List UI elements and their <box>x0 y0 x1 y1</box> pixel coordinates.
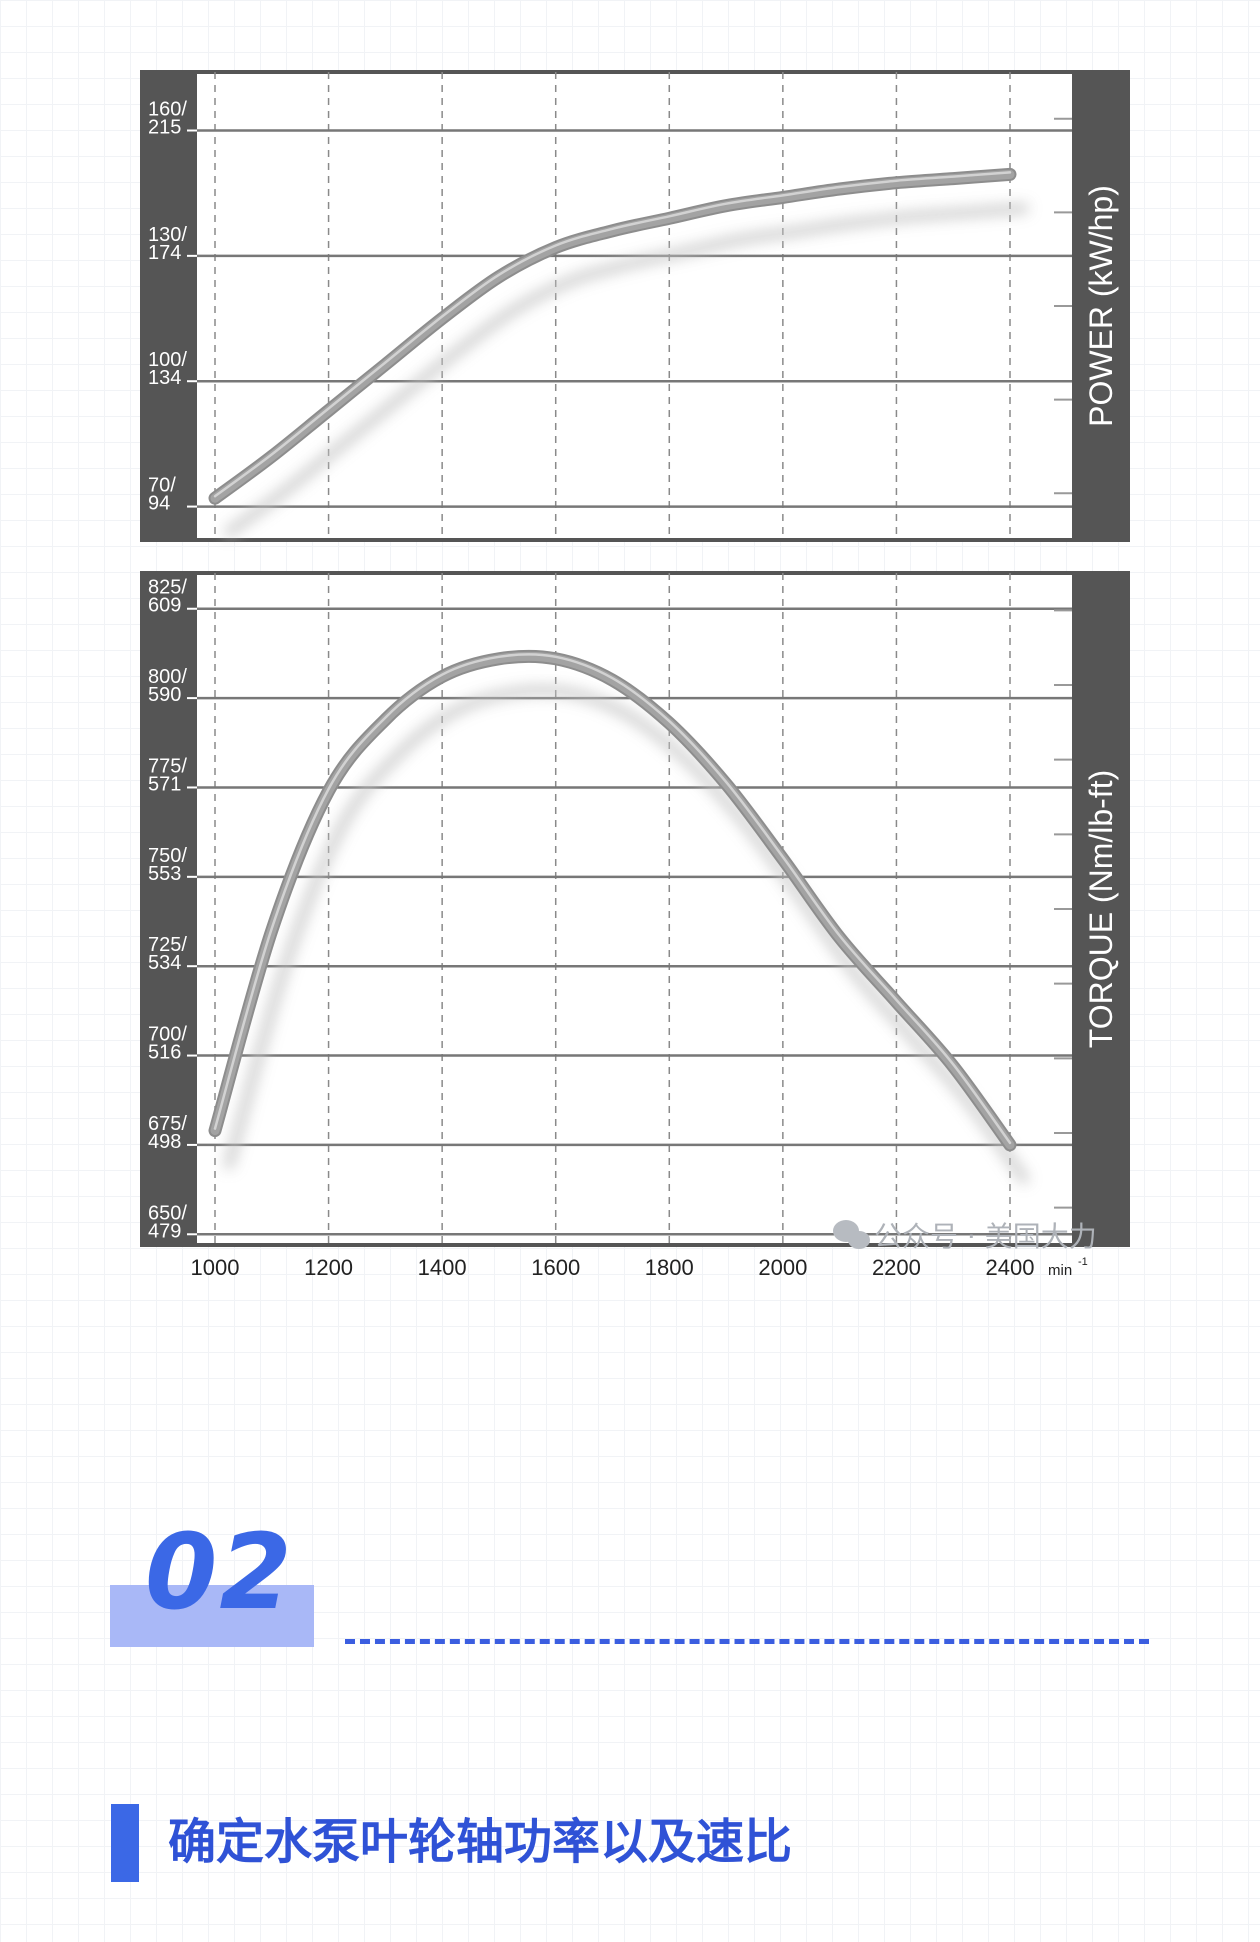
y-tick-label-secondary: 609 <box>148 595 181 617</box>
y-tick-label-secondary: 94 <box>148 493 170 515</box>
series-line-shadow <box>224 685 1029 1184</box>
y-tick-label-primary: 160/ <box>148 99 187 121</box>
y-tick-label-primary: 800/ <box>148 666 187 688</box>
y-tick-label-secondary: 479 <box>148 1220 181 1242</box>
section-heading: 确定水泵叶轮轴功率以及速比 <box>168 1814 793 1870</box>
x-axis-tick-labels: 1000 1200 1400 1600 1800 2000 2200 2400 min -1 <box>191 1255 1088 1280</box>
y-tick-label-secondary: 553 <box>148 863 181 885</box>
x-axis-unit: min <box>1048 1262 1072 1279</box>
watermark: 公众号 · 美国大力 <box>833 1220 1097 1253</box>
y-tick-label-secondary: 174 <box>148 242 181 264</box>
y-tick-label-primary: 775/ <box>148 755 187 777</box>
y-tick-label-primary: 70/ <box>148 475 176 497</box>
y-tick-label-primary: 825/ <box>148 577 187 599</box>
x-tick-label: 1000 <box>191 1255 240 1280</box>
x-tick-label: 1800 <box>645 1255 694 1280</box>
y-tick-label-primary: 750/ <box>148 845 187 867</box>
y-tick-label-secondary: 134 <box>148 367 181 389</box>
series-line-shadow <box>224 203 1029 538</box>
power-chart: 70/94 100/134 130/174 160/215 POWER (kW/hp) <box>140 70 1130 542</box>
heading-accent-bar <box>111 1804 139 1882</box>
section-number: 02 <box>145 1511 294 1633</box>
x-tick-label: 2000 <box>758 1255 807 1280</box>
y-tick-label-secondary: 215 <box>148 117 181 139</box>
series-line-highlight <box>213 653 1012 1145</box>
series-line <box>210 169 1015 503</box>
y-tick-label-secondary: 571 <box>148 773 181 795</box>
y-tick-label-secondary: 516 <box>148 1042 181 1064</box>
x-tick-label: 2400 <box>986 1255 1035 1280</box>
y-tick-label-secondary: 498 <box>148 1131 181 1153</box>
x-tick-label: 1200 <box>304 1255 353 1280</box>
y-axis-label: TORQUE (Nm/lb-ft) <box>1083 770 1119 1049</box>
right-axis-band <box>1072 573 1130 1245</box>
y-axis-label: POWER (kW/hp) <box>1083 185 1119 427</box>
series-line-highlight <box>213 171 1012 498</box>
y-tick-label-secondary: 590 <box>148 684 181 706</box>
y-tick-label-primary: 725/ <box>148 934 187 956</box>
right-axis-band <box>1072 72 1130 540</box>
y-tick-label-primary: 100/ <box>148 349 187 371</box>
x-tick-label: 1600 <box>531 1255 580 1280</box>
x-tick-label: 1400 <box>418 1255 467 1280</box>
y-tick-label-primary: 675/ <box>148 1113 187 1135</box>
y-tick-label-primary: 650/ <box>148 1202 187 1224</box>
wechat-icon <box>833 1220 870 1249</box>
y-tick-label-primary: 700/ <box>148 1024 187 1046</box>
section-divider <box>345 1639 1149 1644</box>
y-tick-label-secondary: 534 <box>148 952 181 974</box>
torque-chart: 650/479 675/498 700/516 725/534 750/553 775/5… <box>140 571 1130 1247</box>
left-axis-band <box>140 72 197 540</box>
left-axis-band <box>140 573 197 1245</box>
x-axis-unit-exponent: -1 <box>1078 1256 1088 1268</box>
plot-background <box>140 72 1130 540</box>
y-tick-label-primary: 130/ <box>148 224 187 246</box>
x-tick-label: 2200 <box>872 1255 921 1280</box>
section-number-highlight <box>110 1585 314 1647</box>
watermark-text: 公众号 · 美国大力 <box>874 1220 1097 1253</box>
